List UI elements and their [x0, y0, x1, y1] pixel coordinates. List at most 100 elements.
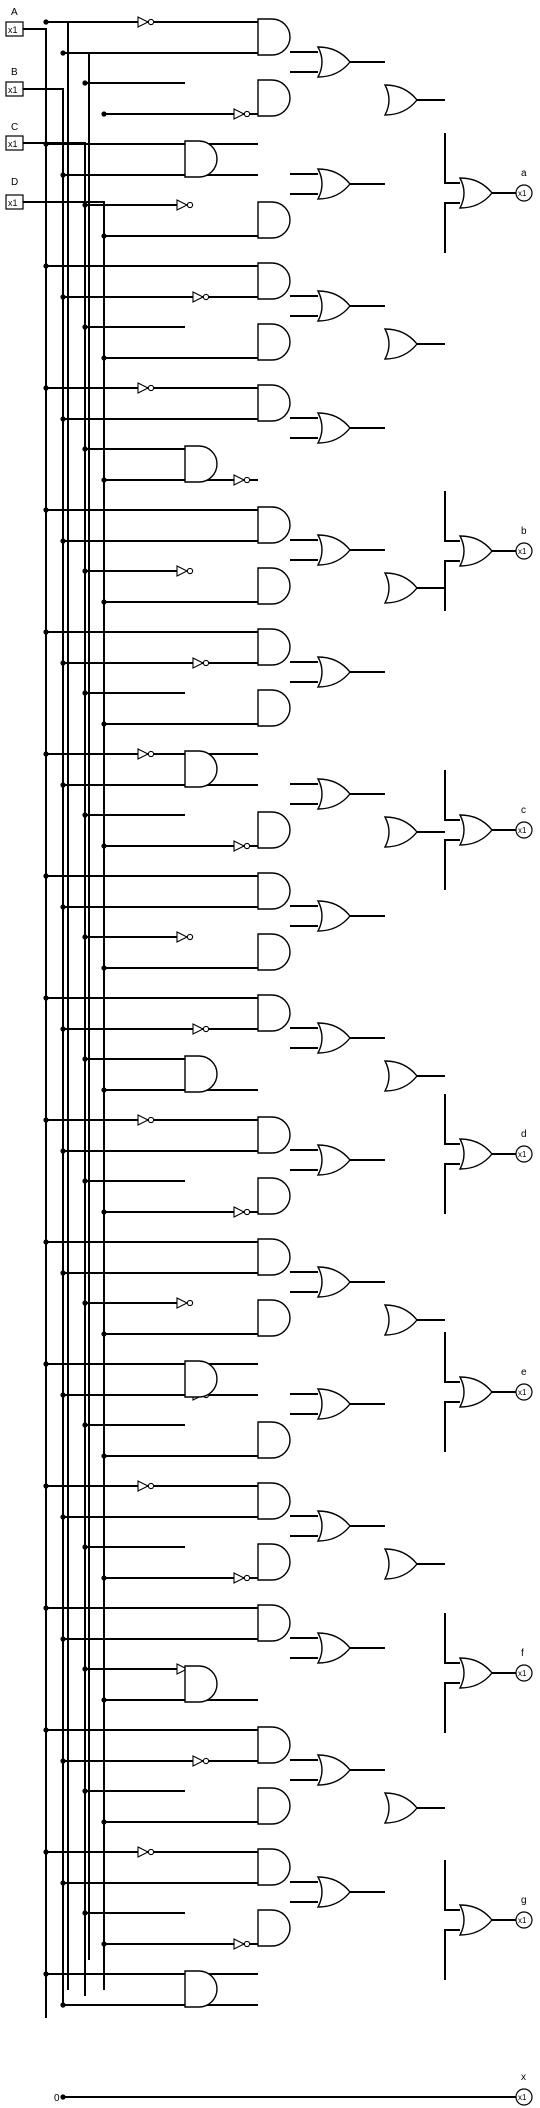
or-gate	[316, 1388, 351, 1420]
and-gate	[184, 1360, 218, 1398]
not-gate	[137, 1846, 150, 1858]
junction-dot	[43, 141, 49, 147]
or-gate	[383, 1548, 418, 1580]
wire	[444, 1163, 460, 1214]
not-gate	[176, 199, 189, 211]
junction-dot	[43, 751, 49, 757]
not-gate-bubble	[147, 384, 155, 392]
output-pin-e[interactable]: e x1	[515, 1367, 533, 1401]
not-gate	[176, 1663, 189, 1675]
wire	[23, 28, 47, 2018]
and-gate	[184, 750, 218, 788]
junction-dot	[60, 172, 66, 178]
or-gate	[316, 1632, 351, 1664]
junction-dot	[60, 2094, 66, 2100]
output-pin-c[interactable]: c x1	[515, 805, 533, 839]
junction-dot	[82, 202, 88, 208]
junction-dot	[43, 1239, 49, 1245]
and-gate	[257, 872, 291, 910]
junction-dot	[82, 1910, 88, 1916]
junction-dot	[43, 1727, 49, 1733]
junction-dot	[60, 416, 66, 422]
or-gate	[316, 778, 351, 810]
output-label-b: b	[521, 526, 527, 537]
output-label-g: g	[521, 1895, 527, 1906]
input-pin-c[interactable]: C x1	[5, 122, 24, 151]
junction-dot	[60, 1270, 66, 1276]
or-gate	[383, 816, 418, 848]
not-gate	[233, 1572, 246, 1584]
or-gate	[316, 1754, 351, 1786]
wire	[444, 491, 460, 542]
junction-dot	[82, 1178, 88, 1184]
and-gate	[184, 1665, 218, 1703]
or-gate	[316, 1144, 351, 1176]
and-gate	[257, 384, 291, 422]
not-gate-bubble	[243, 476, 251, 484]
and-gate	[257, 1543, 291, 1581]
not-gate-bubble	[186, 567, 194, 575]
constant-zero-label: 0	[54, 2093, 60, 2104]
and-gate	[257, 567, 291, 605]
not-gate	[176, 931, 189, 943]
junction-dot	[60, 660, 66, 666]
or-gate	[316, 412, 351, 444]
junction-dot	[101, 1941, 107, 1947]
not-gate	[137, 16, 150, 28]
wire	[444, 1682, 460, 1733]
or-gate	[316, 1022, 351, 1054]
input-pin-a[interactable]: A x1	[5, 7, 24, 37]
wire	[444, 770, 460, 821]
not-gate	[137, 748, 150, 760]
junction-dot	[60, 1758, 66, 1764]
wires	[23, 21, 516, 2098]
junction-dot	[60, 50, 66, 56]
junction-dot	[101, 1697, 107, 1703]
not-gate-bubble	[147, 750, 155, 758]
output-pin-d[interactable]: d x1	[515, 1129, 533, 1163]
wire	[444, 1401, 460, 1452]
and-gate	[257, 1726, 291, 1764]
or-gate	[458, 535, 493, 567]
and-gate	[257, 811, 291, 849]
junction-dot	[101, 355, 107, 361]
junction-dot	[82, 568, 88, 574]
junction-dot	[101, 1575, 107, 1581]
or-gate	[383, 572, 418, 604]
and-gate	[257, 1848, 291, 1886]
input-pin-d[interactable]: D x1	[5, 177, 24, 210]
junction-dot	[43, 1483, 49, 1489]
and-gate	[257, 1238, 291, 1276]
not-gate	[176, 1297, 189, 1309]
output-value-g: x1	[518, 1916, 527, 1925]
and-gate	[257, 262, 291, 300]
output-pin-b[interactable]: b x1	[515, 526, 533, 560]
junction-dot	[43, 1971, 49, 1977]
output-pin-x[interactable]: x x1	[515, 2072, 533, 2106]
or-gate	[316, 290, 351, 322]
junction-dot	[101, 1209, 107, 1215]
wire	[444, 839, 460, 890]
or-gate	[458, 1904, 493, 1936]
junction-dot	[82, 812, 88, 818]
or-gate	[316, 46, 351, 78]
output-value-c: x1	[518, 826, 527, 835]
junction-dot	[43, 873, 49, 879]
junction-dot	[101, 477, 107, 483]
input-label-b: B	[11, 67, 18, 78]
wire	[23, 142, 86, 1996]
junction-dot	[82, 1300, 88, 1306]
junction-dot	[101, 599, 107, 605]
wire	[444, 133, 460, 184]
output-pin-g[interactable]: g x1	[515, 1895, 533, 1929]
not-gate	[233, 1938, 246, 1950]
input-pin-b[interactable]: B x1	[5, 67, 24, 97]
or-gate	[316, 656, 351, 688]
output-pin-a[interactable]: a x1	[515, 168, 533, 202]
output-pin-f[interactable]: f x1	[515, 1648, 533, 1682]
junction-dot	[101, 721, 107, 727]
output-label-f: f	[521, 1648, 524, 1659]
junction-dot	[82, 446, 88, 452]
and-gate	[257, 506, 291, 544]
